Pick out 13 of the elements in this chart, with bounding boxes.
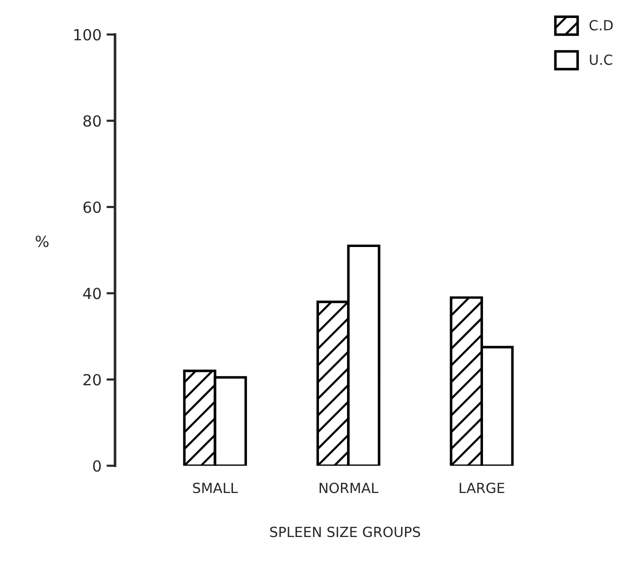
y-tick-label: 0 bbox=[93, 460, 101, 472]
y-axis-title: % bbox=[36, 236, 49, 248]
legend-label: C.D bbox=[590, 20, 613, 30]
x-tick-label: NORMAL bbox=[320, 482, 378, 494]
y-tick-label: 100 bbox=[74, 28, 101, 41]
y-tick-label: 60 bbox=[83, 201, 101, 214]
y-tick-label: 80 bbox=[83, 115, 101, 127]
y-tick-label: 20 bbox=[84, 374, 101, 386]
legend-label: U.C bbox=[590, 54, 612, 65]
x-tick-label: SMALL bbox=[193, 482, 238, 494]
x-tick-label: LARGE bbox=[460, 482, 504, 494]
x-axis-title: SPLEEN SIZE GROUPS bbox=[270, 526, 420, 538]
y-tick-label: 40 bbox=[83, 288, 101, 300]
